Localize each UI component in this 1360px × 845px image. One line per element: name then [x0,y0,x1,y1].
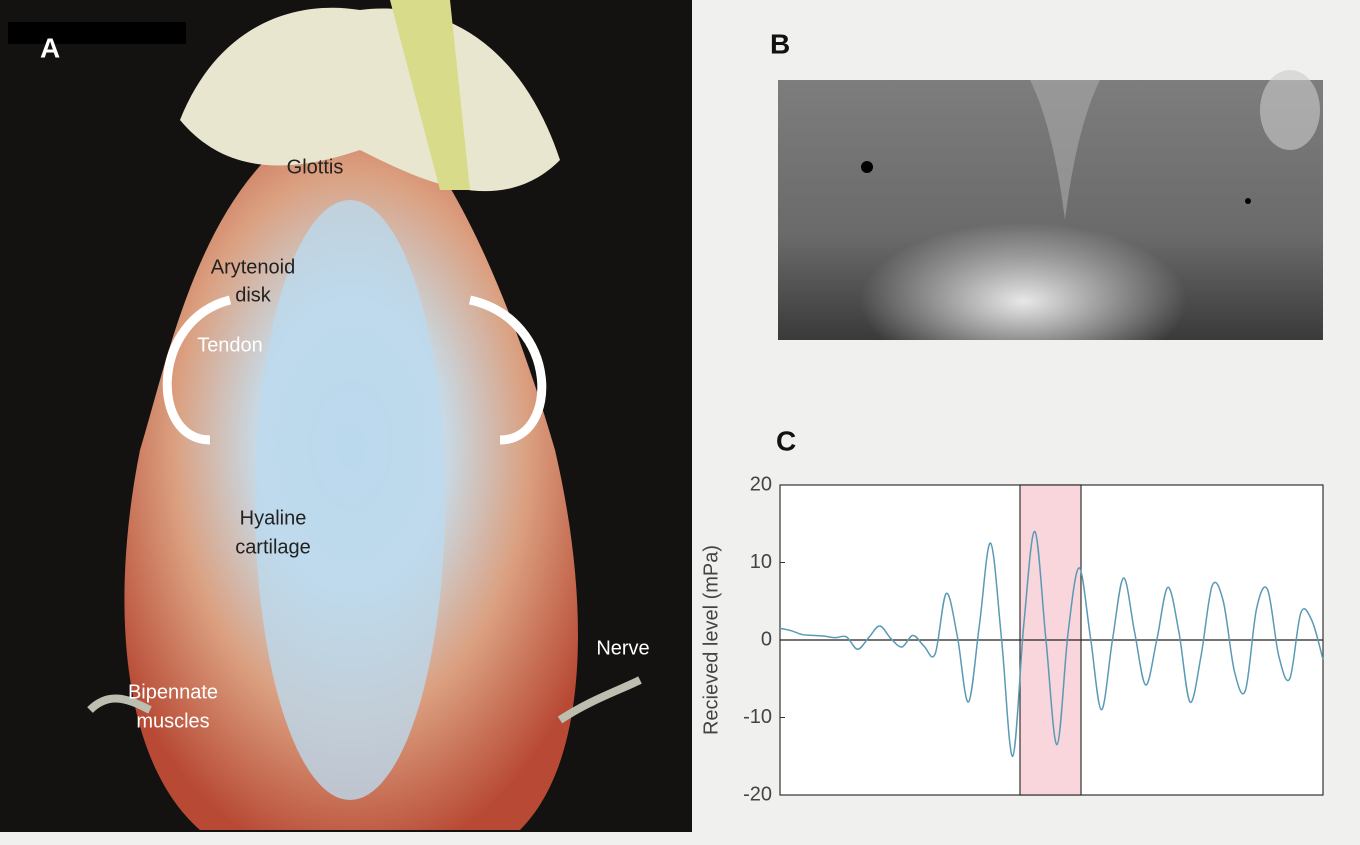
annotation: disk [235,284,272,306]
y-tick-label: 10 [750,551,772,573]
y-tick-label: -20 [743,783,772,805]
annotation: Bipennate [128,681,218,703]
photo: A Glottis Arytenoid disk Tendon Hyaline … [0,0,692,832]
panel-label: B [770,28,790,59]
y-tick-label: 20 [750,473,772,495]
waveform [779,530,1324,758]
annotation: Glottis [287,156,344,178]
y-axis-label: Recieved level (mPa) [700,545,722,735]
y-tick-label: 0 [761,628,772,650]
annotation: Nerve [596,637,649,659]
annotation: Tendon [197,334,263,356]
annotation: muscles [136,710,209,732]
annotation: cartilage [235,536,311,558]
y-tick-label: -10 [743,706,772,728]
annotation: Arytenoid [211,256,296,278]
panel-label: C [776,425,796,456]
annotation: Hyaline [240,507,307,529]
panel-label: A [40,32,60,63]
chart: C Recieved level (mPa) -20 -10 0 10 20 [700,425,1324,805]
xray-image: B [770,28,1323,340]
